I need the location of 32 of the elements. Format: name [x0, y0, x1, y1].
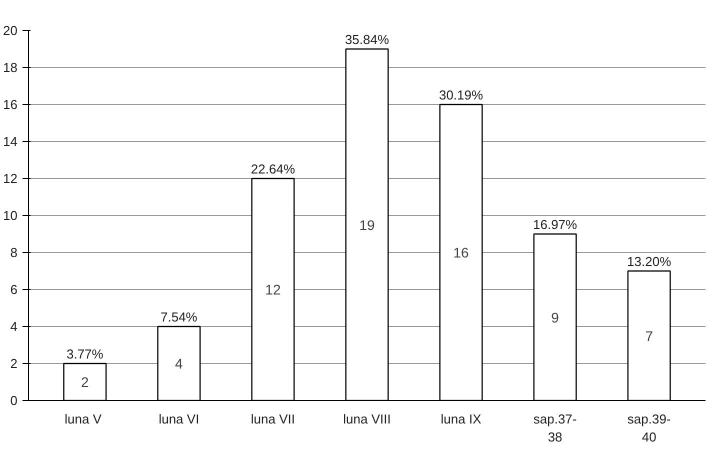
- data-label: 2: [81, 374, 90, 390]
- y-tick-label: 2: [10, 356, 18, 371]
- x-tick-label: luna VII: [250, 412, 296, 426]
- annotation: 3.77%: [66, 346, 104, 362]
- y-tick-label: 8: [10, 245, 18, 260]
- x-tick-label: luna VI: [158, 412, 200, 426]
- x-tick-label: luna V: [64, 412, 102, 426]
- y-tick-label: 0: [10, 393, 18, 408]
- x-tick-label: luna VIII: [343, 412, 391, 426]
- x-tick-label: sap.39-40: [627, 412, 671, 444]
- annotation: 30.19%: [438, 88, 484, 102]
- x-tick-label: luna IX: [440, 412, 482, 426]
- data-label: 16: [453, 244, 470, 260]
- y-tick-label: 4: [10, 319, 18, 334]
- data-label: 4: [175, 356, 184, 372]
- y-tick-label: 6: [10, 282, 18, 297]
- y-tick-label: 14: [3, 134, 18, 149]
- data-label: 7: [645, 328, 654, 344]
- y-tick-label: 10: [3, 208, 18, 223]
- y-tick-label: 20: [3, 23, 18, 38]
- annotation: 13.20%: [627, 254, 672, 269]
- y-tick-label: 18: [3, 60, 18, 75]
- y-tick-label: 16: [3, 97, 18, 112]
- annotation: 22.64%: [250, 162, 296, 176]
- annotation: 7.54%: [160, 310, 198, 324]
- annotation: 16.97%: [533, 217, 578, 232]
- data-label: 9: [551, 309, 560, 326]
- data-label: 19: [359, 216, 375, 233]
- data-label: 12: [265, 282, 281, 298]
- annotation: 35.84%: [344, 32, 390, 47]
- x-tick-label: sap.37-38: [533, 412, 577, 444]
- y-tick-label: 12: [3, 171, 18, 186]
